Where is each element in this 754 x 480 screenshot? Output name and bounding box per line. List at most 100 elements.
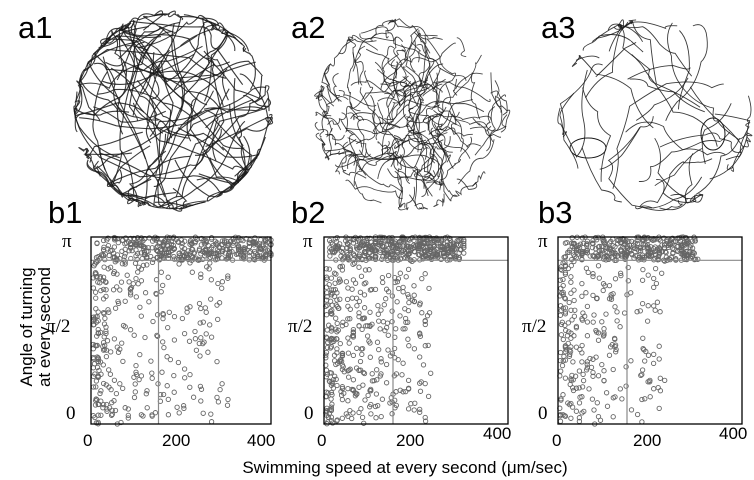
scatter-point <box>246 243 253 250</box>
trajectory-path <box>350 75 409 110</box>
scatter-point <box>428 240 434 246</box>
trajectory-path <box>348 101 365 121</box>
scatter-point <box>198 271 204 277</box>
scatter-point <box>601 378 607 384</box>
scatter-point <box>444 242 451 248</box>
scatter-point <box>601 254 607 260</box>
scatter-point <box>181 330 188 337</box>
scatter-point <box>330 385 337 391</box>
scatter-point <box>372 286 379 293</box>
scatter-point <box>639 238 646 244</box>
scatter-point <box>127 292 134 298</box>
scatter-point <box>353 295 360 301</box>
scatter-point <box>178 237 185 243</box>
scatter-point <box>109 411 115 417</box>
scatter-point <box>324 344 331 351</box>
scatter-point <box>132 260 139 266</box>
scatter-point <box>97 359 104 365</box>
scatter-point <box>590 292 596 299</box>
scatter-point <box>215 316 221 323</box>
scatter-point <box>97 390 103 397</box>
trajectory-path <box>582 87 612 182</box>
scatter-point <box>389 249 395 255</box>
scatter-point <box>579 235 586 241</box>
scatter-point <box>121 253 128 260</box>
scatter-point <box>562 271 569 277</box>
scatter-point <box>347 306 353 312</box>
scatter-point <box>580 371 586 378</box>
scatter-point <box>410 245 416 252</box>
scatter-point <box>343 321 349 328</box>
scatter-points-b2 <box>323 234 467 427</box>
scatter-point <box>339 257 346 263</box>
scatter-point <box>217 386 223 393</box>
trajectory-path <box>559 63 603 138</box>
scatter-point <box>570 385 576 391</box>
trajectory-path <box>627 65 691 80</box>
panel-label-a3: a3 <box>541 10 576 45</box>
scatter-point <box>631 244 637 250</box>
trajectory-path <box>612 81 724 189</box>
scatter-point <box>111 269 118 275</box>
scatter-point <box>562 357 569 363</box>
scatter-point <box>334 297 340 303</box>
scatter-point <box>583 290 589 296</box>
scatter-point <box>372 256 379 263</box>
trajectory-path <box>456 37 467 58</box>
scatter-point <box>95 254 101 260</box>
ytick-b1-zero: 0 <box>66 403 76 424</box>
scatter-point <box>208 296 214 302</box>
scatter-point <box>137 351 143 358</box>
scatter-point <box>612 276 619 282</box>
scatter-point <box>158 269 164 275</box>
scatter-point <box>400 248 406 254</box>
scatter-point <box>422 414 428 421</box>
scatter-point <box>200 319 206 325</box>
scatter-point <box>186 252 193 258</box>
scatter-point <box>197 353 203 359</box>
scatter-point <box>639 277 646 283</box>
scatter-point <box>600 287 606 294</box>
scatter-point <box>625 278 631 284</box>
scatter-point <box>338 388 344 395</box>
scatter-point <box>417 380 423 386</box>
scatter-point <box>325 339 331 346</box>
scatter-point <box>334 336 340 342</box>
trajectory-path <box>359 33 404 42</box>
scatter-point <box>210 250 216 257</box>
scatter-point <box>108 412 115 418</box>
scatter-point <box>636 248 642 254</box>
scatter-point <box>92 289 99 295</box>
scatter-point <box>337 340 343 347</box>
scatter-point <box>383 253 389 259</box>
scatter-point <box>379 256 385 262</box>
scatter-point <box>662 245 668 251</box>
scatter-point <box>332 244 339 250</box>
scatter-point <box>184 305 190 311</box>
scatter-point <box>417 302 423 308</box>
scatter-point <box>606 256 612 262</box>
scatter-point <box>337 296 343 302</box>
scatter-point <box>393 389 399 395</box>
trajectory-path <box>394 138 419 149</box>
trajectory-path <box>319 137 340 160</box>
scatter-point <box>590 369 596 376</box>
scatter-point <box>100 237 107 244</box>
scatter-point <box>137 242 143 249</box>
scatter-point <box>186 338 193 344</box>
trajectory-path <box>146 64 247 172</box>
scatter-point <box>580 310 586 316</box>
scatter-point <box>175 359 182 366</box>
scatter-point <box>364 323 371 329</box>
scatter-point <box>664 237 670 243</box>
scatter-point <box>562 375 569 381</box>
trajectory-path <box>629 78 705 113</box>
scatter-point <box>333 247 339 254</box>
scatter-point <box>140 243 147 250</box>
trajectory-path <box>92 160 101 177</box>
scatter-point <box>584 303 591 310</box>
scatter-point <box>262 246 269 252</box>
scatter-point <box>345 368 351 374</box>
scatter-point <box>115 239 121 246</box>
scatter-point <box>606 352 613 358</box>
